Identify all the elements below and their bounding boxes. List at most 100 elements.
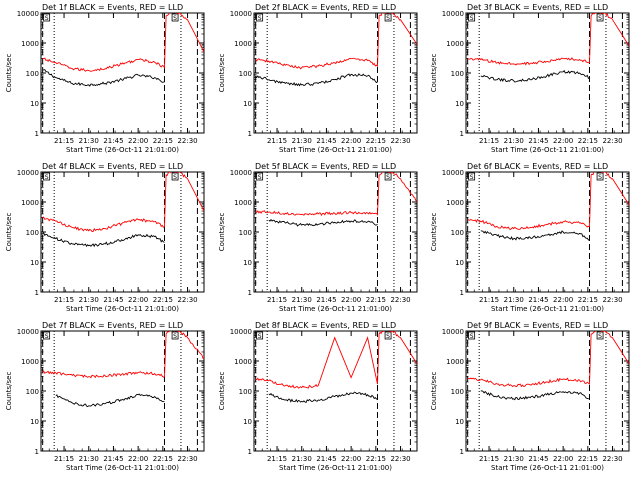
- marker-label: S: [470, 15, 474, 22]
- x-axis-title: Start Time (26-Oct-11 21:01:00): [491, 146, 604, 154]
- x-tick-label: 22:30: [390, 137, 410, 145]
- x-tick-label: 22:30: [602, 455, 622, 463]
- marker-label: S: [173, 174, 177, 181]
- y-tick-label: 1: [248, 289, 252, 297]
- x-tick-label: 22:15: [578, 137, 598, 145]
- y-tick-label: 10000: [230, 169, 252, 177]
- y-tick-label: 100: [451, 70, 464, 78]
- y-tick-label: 1000: [446, 199, 464, 207]
- events-series-line: [42, 69, 165, 87]
- y-tick-label: 10: [243, 100, 252, 108]
- events-series-line: [42, 232, 165, 248]
- marker-label: S: [598, 15, 602, 22]
- marker-box: [43, 172, 51, 181]
- y-tick-label: 1000: [21, 199, 39, 207]
- x-tick-label: 21:30: [292, 455, 312, 463]
- y-tick-label: 10: [30, 259, 39, 267]
- y-tick-label: 1: [35, 130, 39, 138]
- y-tick-label: 10: [455, 259, 464, 267]
- marker-label: S: [386, 174, 390, 181]
- marker-box: [468, 331, 476, 340]
- y-axis-title: Counts/sec: [430, 213, 438, 252]
- marker-label: S: [598, 174, 602, 181]
- x-tick-label: 22:15: [366, 455, 386, 463]
- panel-6: Det 6f BLACK = Events, RED = LLD 1 10 100 10…: [430, 162, 630, 313]
- marker-label: S: [470, 333, 474, 340]
- y-tick-label: 10: [30, 418, 39, 426]
- y-tick-label: 100: [239, 388, 252, 396]
- y-axis-title: Counts/sec: [5, 54, 13, 93]
- y-tick-label: 10000: [230, 328, 252, 336]
- marker-label: S: [598, 333, 602, 340]
- marker-box: [171, 331, 179, 340]
- lld-series-line: [467, 172, 629, 231]
- panel-title: Det 8f BLACK = Events, RED = LLD: [255, 321, 396, 330]
- marker-box: [384, 172, 392, 181]
- events-series-line: [268, 391, 378, 403]
- panel-title: Det 1f BLACK = Events, RED = LLD: [42, 3, 183, 12]
- x-axis-title: Start Time (26-Oct-11 21:01:00): [66, 305, 179, 313]
- y-tick-label: 1: [35, 448, 39, 456]
- y-tick-label: 10000: [442, 328, 464, 336]
- x-tick-label: 21:30: [79, 455, 99, 463]
- x-tick-label: 22:30: [177, 137, 197, 145]
- marker-box: [43, 331, 51, 340]
- panel-title: Det 5f BLACK = Events, RED = LLD: [255, 162, 396, 171]
- panel-9: Det 9f BLACK = Events, RED = LLD 1 10 100 10…: [430, 321, 630, 472]
- marker-label: S: [45, 15, 49, 22]
- y-tick-label: 10000: [442, 169, 464, 177]
- y-tick-label: 1: [460, 289, 464, 297]
- y-tick-label: 10000: [230, 10, 252, 18]
- marker-label: S: [173, 333, 177, 340]
- panel-title: Det 7f BLACK = Events, RED = LLD: [42, 321, 183, 330]
- events-series-line: [55, 393, 165, 408]
- x-tick-label: 21:30: [292, 296, 312, 304]
- y-tick-label: 1000: [234, 40, 252, 48]
- marker-box: [596, 331, 604, 340]
- y-axis-title: Counts/sec: [218, 54, 226, 93]
- lld-series-line: [255, 331, 417, 389]
- x-tick-label: 22:30: [177, 455, 197, 463]
- y-tick-label: 10000: [17, 169, 39, 177]
- y-tick-label: 10000: [17, 328, 39, 336]
- x-tick-label: 22:15: [153, 296, 173, 304]
- y-tick-label: 1: [248, 130, 252, 138]
- x-tick-label: 22:15: [578, 296, 598, 304]
- marker-box: [384, 13, 392, 22]
- panel-5: Det 5f BLACK = Events, RED = LLD 1 10 100 10…: [218, 162, 418, 313]
- marker-box: [171, 172, 179, 181]
- x-tick-label: 21:15: [267, 137, 287, 145]
- x-tick-label: 21:45: [316, 455, 336, 463]
- x-tick-label: 21:30: [79, 137, 99, 145]
- x-tick-label: 22:15: [366, 137, 386, 145]
- x-tick-label: 22:30: [177, 296, 197, 304]
- x-tick-label: 22:00: [128, 137, 148, 145]
- x-tick-label: 21:30: [292, 137, 312, 145]
- y-tick-label: 100: [26, 229, 39, 237]
- panel-4: Det 4f BLACK = Events, RED = LLD 1 10 100 10…: [5, 162, 205, 313]
- panel-title: Det 3f BLACK = Events, RED = LLD: [467, 3, 608, 12]
- y-tick-label: 100: [26, 388, 39, 396]
- x-tick-label: 22:00: [553, 296, 573, 304]
- y-tick-label: 10000: [442, 10, 464, 18]
- y-tick-label: 10000: [17, 10, 39, 18]
- y-axis-title: Counts/sec: [430, 372, 438, 411]
- x-axis-title: Start Time (26-Oct-11 21:01:00): [279, 146, 392, 154]
- x-tick-label: 22:15: [153, 455, 173, 463]
- y-tick-label: 100: [451, 229, 464, 237]
- marker-label: S: [258, 15, 262, 22]
- y-axis-title: Counts/sec: [218, 213, 226, 252]
- marker-box: [256, 13, 264, 22]
- x-axis-title: Start Time (26-Oct-11 21:01:00): [279, 305, 392, 313]
- events-series-line: [480, 69, 590, 83]
- panel-title: Det 6f BLACK = Events, RED = LLD: [467, 162, 608, 171]
- x-tick-label: 21:30: [504, 137, 524, 145]
- y-tick-label: 1000: [446, 40, 464, 48]
- y-tick-label: 100: [239, 70, 252, 78]
- y-axis-title: Counts/sec: [5, 213, 13, 252]
- x-tick-label: 21:30: [504, 455, 524, 463]
- marker-box: [43, 13, 51, 22]
- x-axis-title: Start Time (26-Oct-11 21:01:00): [279, 464, 392, 472]
